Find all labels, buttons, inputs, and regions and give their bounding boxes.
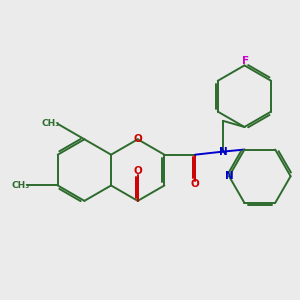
Text: CH₃: CH₃ [42, 119, 60, 128]
Text: O: O [134, 167, 142, 176]
Text: CH₃: CH₃ [11, 181, 29, 190]
Text: N: N [225, 171, 233, 181]
Text: O: O [191, 179, 200, 189]
Text: O: O [134, 134, 142, 144]
Text: F: F [242, 56, 249, 66]
Text: N: N [218, 147, 227, 157]
